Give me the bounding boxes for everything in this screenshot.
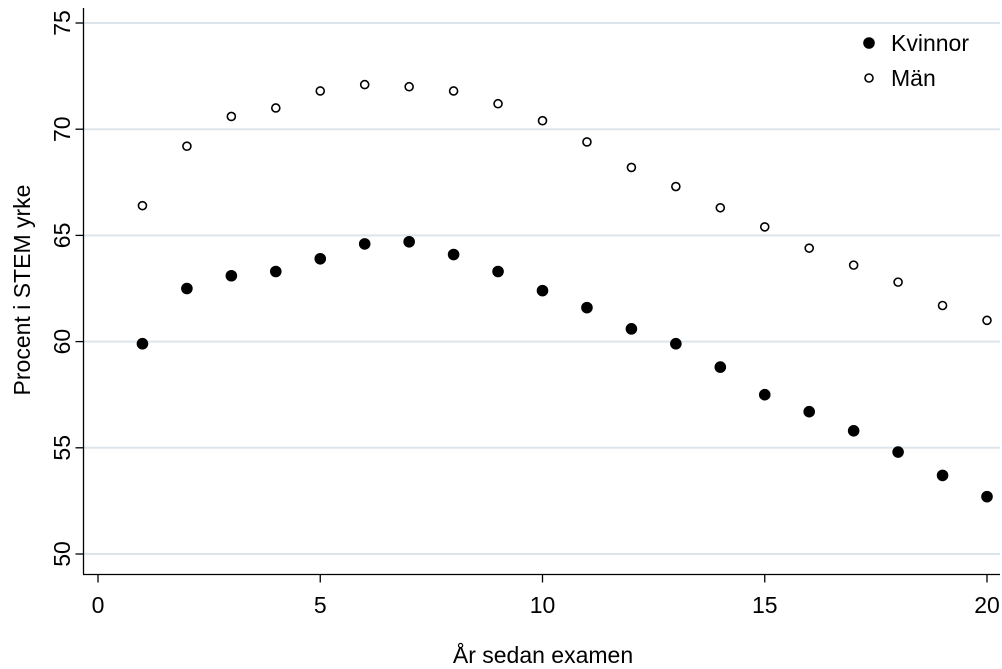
gridlines — [84, 22, 1000, 555]
x-tick-label-10: 10 — [530, 592, 556, 618]
point-man-19 — [937, 300, 948, 311]
y-tick-label-70: 70 — [49, 116, 75, 142]
legend: Kvinnor Män — [863, 30, 969, 91]
point-kvinnor-1 — [136, 337, 149, 350]
y-axis-title: Procent i STEM yrke — [9, 185, 35, 396]
point-kvinnor-7 — [403, 235, 415, 248]
point-man-16 — [804, 243, 815, 253]
point-kvinnor-20 — [981, 490, 993, 503]
x-tick-label-15: 15 — [752, 592, 778, 618]
point-man-14 — [715, 202, 726, 213]
point-man-8 — [448, 86, 459, 96]
point-man-12 — [626, 162, 637, 173]
point-kvinnor-18 — [892, 446, 904, 458]
point-man-15 — [759, 222, 770, 232]
axes — [82, 8, 1000, 576]
point-man-3 — [226, 111, 237, 122]
legend-marker-kvinnor — [863, 37, 875, 49]
point-kvinnor-4 — [269, 265, 282, 278]
point-man-4 — [270, 103, 281, 113]
point-kvinnor-19 — [936, 469, 949, 482]
point-kvinnor-5 — [314, 252, 327, 265]
y-tick-label-50: 50 — [49, 541, 75, 567]
point-man-17 — [848, 260, 859, 270]
point-kvinnor-12 — [625, 323, 638, 335]
legend-label-kvinnor: Kvinnor — [891, 30, 969, 56]
point-man-10 — [537, 115, 548, 126]
point-kvinnor-14 — [714, 361, 727, 373]
point-man-1 — [137, 200, 148, 211]
x-tick-label-0: 0 — [92, 592, 105, 618]
x-ticks: 0 5 10 15 20 — [92, 574, 1000, 618]
point-kvinnor-9 — [492, 265, 504, 278]
y-tick-label-75: 75 — [49, 10, 75, 36]
point-man-11 — [582, 137, 592, 147]
point-man-6 — [359, 79, 370, 90]
x-axis-title: År sedan examen — [453, 641, 633, 668]
point-kvinnor-15 — [758, 388, 771, 401]
point-kvinnor-3 — [225, 269, 238, 282]
point-kvinnor-6 — [358, 238, 371, 250]
y-tick-label-65: 65 — [49, 223, 75, 249]
point-man-13 — [671, 181, 681, 192]
x-tick-label-5: 5 — [314, 592, 327, 618]
point-man-9 — [493, 98, 503, 109]
point-kvinnor-13 — [670, 337, 682, 350]
point-kvinnor-16 — [803, 405, 816, 418]
y-tick-label-60: 60 — [49, 329, 75, 355]
point-man-18 — [893, 277, 903, 287]
point-kvinnor-11 — [581, 301, 593, 314]
data-points — [136, 79, 993, 503]
point-kvinnor-2 — [181, 282, 193, 295]
point-kvinnor-10 — [536, 284, 549, 297]
legend-label-man: Män — [891, 65, 936, 91]
point-man-2 — [182, 141, 192, 151]
point-kvinnor-17 — [847, 425, 860, 437]
point-man-20 — [982, 315, 992, 326]
point-man-5 — [315, 86, 326, 96]
legend-marker-man — [864, 73, 874, 83]
point-kvinnor-8 — [447, 248, 460, 261]
x-tick-label-20: 20 — [974, 592, 1000, 618]
y-tick-label-55: 55 — [49, 435, 75, 461]
point-man-7 — [404, 81, 414, 92]
y-ticks: 50 55 60 65 70 75 — [49, 10, 84, 567]
